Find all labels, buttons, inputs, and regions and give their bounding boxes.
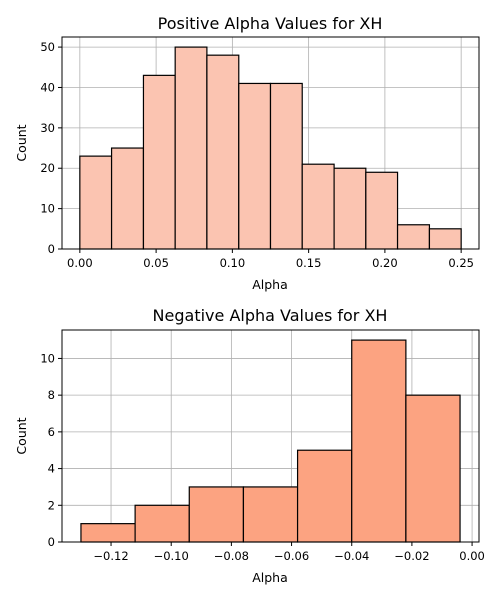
y-tick-label: 4 [48, 462, 55, 476]
x-tick-label: 0.15 [296, 256, 322, 270]
histogram-bar [142, 74, 176, 250]
histogram-bar [428, 228, 462, 250]
histogram-bar [365, 171, 399, 250]
y-tick-label: 30 [40, 121, 55, 135]
x-tick-label: 0.05 [143, 256, 169, 270]
chart-positive-alpha: Positive Alpha Values for XH 0.00 0.05 0.1… [14, 14, 480, 292]
x-tick-label: 0.20 [372, 256, 398, 270]
histogram-bar [206, 54, 240, 250]
y-tick-label: 10 [40, 202, 55, 216]
histogram-bar [296, 449, 353, 543]
y-axis-label: Count [14, 124, 29, 161]
x-tick-label: 0.25 [448, 256, 474, 270]
chart-title: Positive Alpha Values for XH [158, 14, 383, 33]
x-tick-label: −0.04 [334, 549, 369, 563]
x-axis-label: Alpha [252, 277, 288, 292]
histogram-bar [80, 523, 136, 543]
x-tick-label: 0.00 [67, 256, 93, 270]
axes-frame [61, 36, 480, 250]
histogram-bar [174, 46, 208, 250]
plot-area: −0.12 −0.10 −0.08 −0.06 −0.04 −0.02 0.00 0 2 4 6 8 1… [40, 329, 485, 563]
x-tick-label: −0.10 [154, 549, 189, 563]
y-axis-label: Count [14, 417, 29, 454]
y-tick-label: 2 [48, 498, 55, 512]
plot-area: 0.00 0.05 0.10 0.15 0.20 0.25 0 10 20 30 40 50 [40, 36, 480, 270]
histogram-bar [238, 82, 272, 250]
y-tick-label: 0 [48, 242, 55, 256]
histogram-bar [351, 339, 407, 543]
y-tick-label: 50 [40, 40, 55, 54]
x-tick-label: −0.08 [214, 549, 249, 563]
chart-title: Negative Alpha Values for XH [153, 306, 388, 325]
y-tick-label: 0 [48, 535, 55, 549]
y-tick-label: 8 [48, 388, 55, 402]
histogram-bar [396, 224, 431, 250]
x-axis-label: Alpha [252, 570, 288, 585]
histogram-bar [188, 486, 245, 543]
y-tick-label: 6 [48, 425, 55, 439]
x-tick-label: −0.02 [394, 549, 429, 563]
y-tick-label: 20 [40, 161, 55, 175]
chart-negative-alpha: Negative Alpha Values for XH −0.12 −0.10−… [14, 306, 485, 585]
y-tick-label: 40 [40, 80, 55, 94]
y-tick-label: 10 [40, 351, 55, 365]
x-tick-label: −0.06 [274, 549, 309, 563]
x-tick-label: −0.12 [93, 549, 128, 563]
histogram-bar [269, 82, 303, 250]
histogram-bar [301, 163, 335, 250]
x-tick-label: 0.10 [220, 256, 246, 270]
histogram-bar [405, 394, 461, 543]
histogram-bar [110, 147, 145, 250]
x-tick-label: 0.00 [459, 549, 485, 563]
histogram-bar [134, 504, 190, 543]
axes-frame [61, 329, 480, 543]
histogram-bar [79, 155, 113, 250]
histogram-bar [242, 486, 299, 543]
histogram-bar [333, 167, 367, 250]
